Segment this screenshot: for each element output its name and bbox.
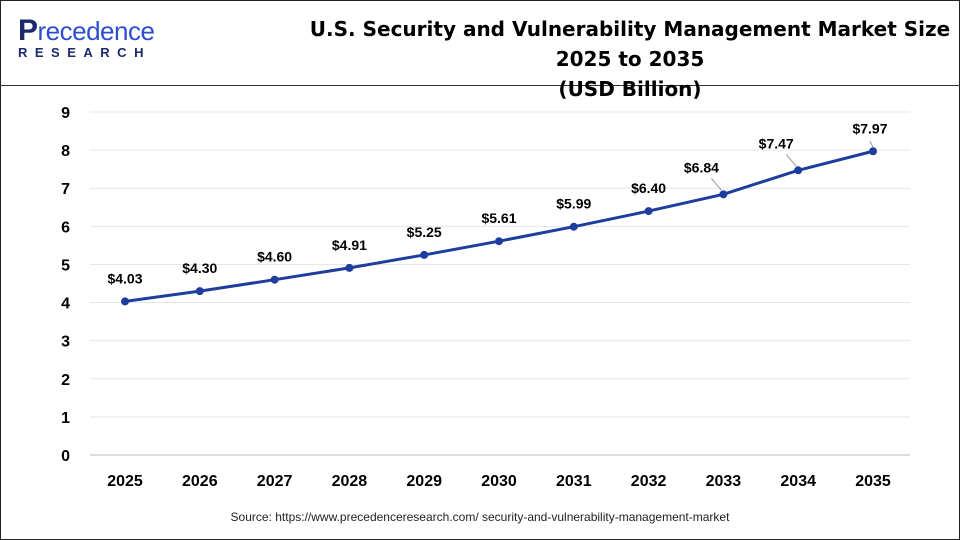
y-tick-label: 6 bbox=[61, 219, 70, 236]
data-point bbox=[719, 190, 728, 199]
data-label: $7.97 bbox=[852, 120, 887, 136]
y-tick-label: 3 bbox=[61, 334, 70, 351]
y-tick-label: 9 bbox=[61, 105, 70, 122]
x-tick-label: 2030 bbox=[481, 473, 517, 490]
x-tick-label: 2035 bbox=[855, 473, 891, 490]
data-label: $5.99 bbox=[556, 196, 591, 212]
y-tick-label: 0 bbox=[61, 448, 70, 465]
x-tick-label: 2034 bbox=[780, 473, 816, 490]
data-point bbox=[121, 297, 129, 306]
x-tick-label: 2031 bbox=[556, 473, 592, 490]
y-tick-label: 4 bbox=[61, 296, 70, 313]
x-tick-label: 2033 bbox=[706, 473, 742, 490]
data-label: $4.60 bbox=[257, 249, 292, 265]
data-point bbox=[644, 207, 653, 216]
y-tick-label: 2 bbox=[61, 372, 70, 389]
precedence-research-logo: Precedence RESEARCH bbox=[18, 14, 155, 61]
x-tick-label: 2026 bbox=[182, 473, 218, 490]
chart-title: U.S. Security and Vulnerability Manageme… bbox=[300, 14, 960, 104]
data-point bbox=[270, 275, 279, 284]
source-text: Source: https://www.precedenceresearch.c… bbox=[230, 510, 730, 524]
title-line-2: (USD Billion) bbox=[558, 77, 702, 101]
data-label: $4.30 bbox=[182, 260, 217, 276]
data-point bbox=[794, 166, 803, 175]
data-label: $5.25 bbox=[407, 224, 442, 240]
x-tick-label: 2027 bbox=[257, 473, 293, 490]
data-point bbox=[495, 237, 503, 246]
data-point bbox=[345, 263, 354, 272]
y-tick-label: 1 bbox=[61, 410, 70, 427]
data-label: $4.91 bbox=[332, 237, 367, 253]
title-line-1: U.S. Security and Vulnerability Manageme… bbox=[309, 17, 951, 71]
x-tick-label: 2029 bbox=[406, 473, 442, 490]
data-point bbox=[420, 250, 429, 259]
data-point bbox=[569, 222, 578, 231]
y-tick-label: 7 bbox=[61, 181, 70, 198]
data-label: $4.03 bbox=[107, 270, 142, 286]
data-point bbox=[869, 147, 877, 156]
label-leader-line bbox=[711, 177, 722, 191]
data-point bbox=[195, 287, 204, 296]
label-leader-line bbox=[869, 141, 874, 148]
data-label: $7.47 bbox=[759, 135, 794, 151]
data-label: $6.40 bbox=[631, 180, 666, 196]
data-label: $5.61 bbox=[481, 210, 516, 226]
header: Precedence RESEARCH U.S. Security and Vu… bbox=[0, 0, 960, 101]
label-leader-line bbox=[785, 153, 797, 167]
y-tick-label: 8 bbox=[61, 143, 70, 160]
x-tick-label: 2028 bbox=[332, 473, 368, 490]
y-tick-label: 5 bbox=[61, 257, 70, 274]
x-tick-label: 2032 bbox=[631, 473, 667, 490]
x-tick-label: 2025 bbox=[107, 473, 143, 490]
data-label: $6.84 bbox=[684, 159, 719, 175]
